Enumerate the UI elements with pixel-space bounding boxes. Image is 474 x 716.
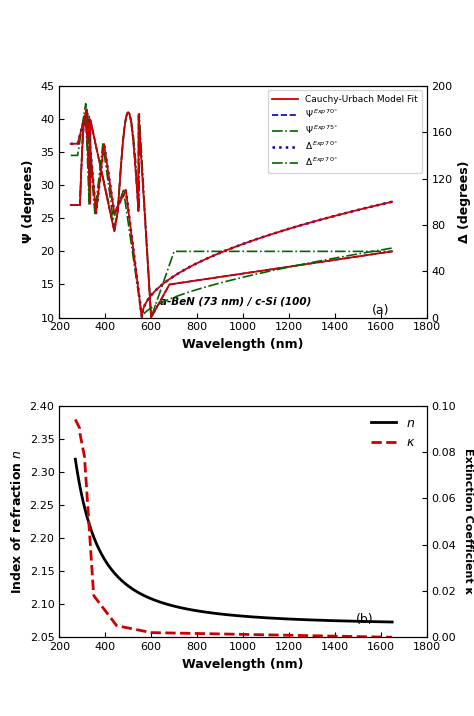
$n$ [345,616,351,625]
$\kappa$ [73,415,78,424]
$n$ [313,616,319,624]
$n$ [265,614,271,622]
$n$ [274,614,280,623]
$\kappa$ [265,631,271,639]
$\kappa$ [313,632,319,640]
Y-axis label: Extinction Coefficient κ: Extinction Coefficient κ [463,448,473,594]
$n$ [256,613,262,621]
$\kappa$ [92,593,98,601]
Text: (b): (b) [356,613,373,626]
$n$ [389,618,395,626]
$n$ [73,455,78,463]
Line: $n$: $n$ [75,459,392,622]
Y-axis label: Ψ (degrees): Ψ (degrees) [22,160,35,243]
Legend: $n$, $\kappa$: $n$, $\kappa$ [366,412,420,454]
Y-axis label: Index of refraction $n$: Index of refraction $n$ [10,449,24,594]
Text: a-BeN (73 nm) / c-Si (100): a-BeN (73 nm) / c-Si (100) [160,296,311,306]
$\kappa$ [274,631,280,639]
X-axis label: Wavelength (nm): Wavelength (nm) [182,338,304,351]
$\kappa$ [345,632,351,641]
X-axis label: Wavelength (nm): Wavelength (nm) [182,658,304,671]
$n$ [92,536,98,544]
Legend: Cauchy-Urbach Model Fit, $\Psi^{\,Exp\,70°}$, $\Psi^{\,Exp\,75°}$, $\Delta^{\,Ex: Cauchy-Urbach Model Fit, $\Psi^{\,Exp\,7… [268,90,422,173]
$\kappa$ [256,630,262,639]
Text: (a): (a) [372,304,389,317]
Line: $\kappa$: $\kappa$ [75,420,392,637]
$\kappa$ [389,633,395,642]
Y-axis label: Δ (degrees): Δ (degrees) [458,160,471,243]
